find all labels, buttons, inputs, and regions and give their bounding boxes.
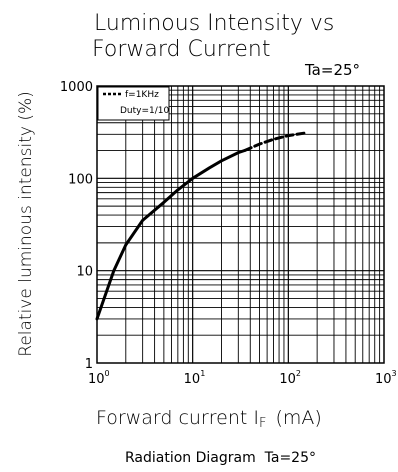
x-axis-label-unit: (mA)	[275, 407, 321, 429]
legend-label-frequency: f=1KHz	[125, 90, 159, 100]
series-layer	[95, 131, 307, 321]
plot-frame	[96, 85, 385, 364]
x-tick-label: 101	[184, 369, 206, 387]
x-axis-label-text: Forward current I	[96, 407, 259, 429]
x-tick-label: 102	[279, 369, 301, 387]
chart-title-line-1: Luminous Intensity vs	[94, 11, 334, 36]
series-line-dc	[95, 149, 247, 321]
legend: f=1KHz Duty=1/10	[97, 86, 170, 121]
series-line-pulsed	[243, 131, 307, 152]
y-axis-label: Relative luminous intensity (%)	[16, 91, 36, 356]
chart-title-line-2: Forward Current	[92, 37, 270, 62]
x-axis-label: Forward current IF (mA)	[96, 407, 322, 431]
y-tick-label: 1	[85, 357, 93, 372]
y-tick-label: 100	[68, 172, 93, 187]
y-tick-label: 1000	[60, 80, 93, 95]
legend-label-duty: Duty=1/10	[120, 106, 170, 116]
x-axis-label-subscript: F	[259, 416, 266, 431]
y-tick-labels: 1 10 100 1000	[60, 80, 93, 372]
grid	[97, 86, 384, 363]
x-tick-label: 100	[88, 369, 110, 387]
legend-box	[97, 86, 170, 121]
chart-caption: Radiation Diagram Ta=25°	[125, 450, 316, 466]
x-tick-label: 103	[375, 369, 397, 387]
chart-title-condition: Ta=25°	[304, 61, 360, 79]
y-tick-label: 10	[76, 265, 93, 280]
x-tick-labels: 100 101 102 103	[88, 369, 397, 387]
